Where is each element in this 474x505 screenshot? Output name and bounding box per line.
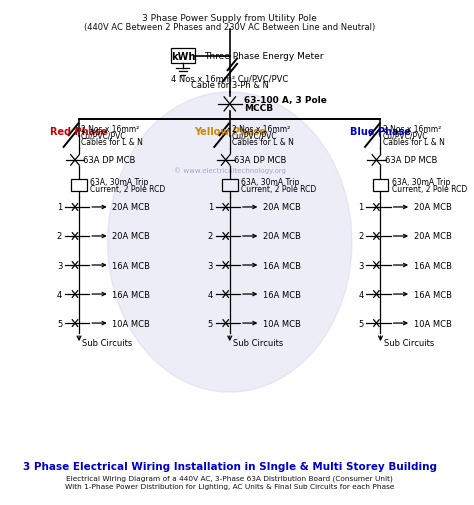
Text: Cable for 3-Ph & N: Cable for 3-Ph & N <box>191 81 269 90</box>
Text: 10A MCB: 10A MCB <box>263 319 301 328</box>
Text: 1: 1 <box>358 203 364 212</box>
Text: 1: 1 <box>208 203 213 212</box>
Text: Cu/PVC/PVC: Cu/PVC/PVC <box>383 132 428 140</box>
Text: 20A MCB: 20A MCB <box>112 203 150 212</box>
Text: 16A MCB: 16A MCB <box>414 290 452 299</box>
Text: 2 Nos x 16mm²: 2 Nos x 16mm² <box>383 125 441 134</box>
Text: 4 Nos x 16mm² Cu/PVC/PVC: 4 Nos x 16mm² Cu/PVC/PVC <box>171 74 288 83</box>
Text: Sub Circuits: Sub Circuits <box>82 338 133 347</box>
Text: Cu/PVC/PVC: Cu/PVC/PVC <box>232 132 277 140</box>
Text: 10A MCB: 10A MCB <box>414 319 452 328</box>
Text: MCCB: MCCB <box>244 104 273 113</box>
Text: 16A MCB: 16A MCB <box>263 261 301 270</box>
Text: 63A, 30mA Trip: 63A, 30mA Trip <box>241 178 300 186</box>
Text: Current, 2 Pole RCD: Current, 2 Pole RCD <box>392 185 467 193</box>
Text: Electrical Wiring Diagram of a 440V AC, 3-Phase 63A Distribution Board (Consumer: Electrical Wiring Diagram of a 440V AC, … <box>66 475 393 481</box>
Text: 63A DP MCB: 63A DP MCB <box>234 156 286 165</box>
Text: 20A MCB: 20A MCB <box>414 203 452 212</box>
Text: 16A MCB: 16A MCB <box>263 290 301 299</box>
Text: Red Phase: Red Phase <box>50 127 108 137</box>
Text: 3: 3 <box>208 261 213 270</box>
Bar <box>71 180 87 191</box>
Text: 2: 2 <box>358 232 364 241</box>
Text: Current, 2 Pole RCD: Current, 2 Pole RCD <box>241 185 317 193</box>
Text: kWh: kWh <box>171 52 195 62</box>
Text: 63A DP MCB: 63A DP MCB <box>384 156 437 165</box>
Text: Cables for L & N: Cables for L & N <box>81 138 143 147</box>
Text: 2 Nos x 16mm²: 2 Nos x 16mm² <box>81 125 139 134</box>
Text: 20A MCB: 20A MCB <box>414 232 452 241</box>
Text: 63-100 A, 3 Pole: 63-100 A, 3 Pole <box>244 96 327 105</box>
Text: 2: 2 <box>208 232 213 241</box>
Text: 20A MCB: 20A MCB <box>263 203 301 212</box>
Text: 20A MCB: 20A MCB <box>263 232 301 241</box>
Text: 5: 5 <box>358 319 364 328</box>
Text: Sub Circuits: Sub Circuits <box>384 338 434 347</box>
Circle shape <box>108 93 352 392</box>
Text: 4: 4 <box>358 290 364 299</box>
Text: (440V AC Between 2 Phases and 230V AC Between Line and Neutral): (440V AC Between 2 Phases and 230V AC Be… <box>84 23 375 32</box>
Text: 63A, 30mA Trip: 63A, 30mA Trip <box>392 178 450 186</box>
Text: 3: 3 <box>57 261 62 270</box>
Text: Cu/PVC/PVC: Cu/PVC/PVC <box>81 132 127 140</box>
Text: 2: 2 <box>57 232 62 241</box>
Text: 1: 1 <box>57 203 62 212</box>
Text: 16A MCB: 16A MCB <box>414 261 452 270</box>
Text: 2 Nos x 16mm²: 2 Nos x 16mm² <box>232 125 290 134</box>
Text: 20A MCB: 20A MCB <box>112 232 150 241</box>
Bar <box>373 180 388 191</box>
Text: 5: 5 <box>57 319 62 328</box>
Text: Current, 2 Pole RCD: Current, 2 Pole RCD <box>91 185 166 193</box>
Text: © www.electricaltechnology.org: © www.electricaltechnology.org <box>174 167 286 173</box>
Bar <box>222 180 237 191</box>
Text: 3: 3 <box>358 261 364 270</box>
Text: 4: 4 <box>57 290 62 299</box>
Text: Blue Phase: Blue Phase <box>350 127 411 137</box>
Text: 16A MCB: 16A MCB <box>112 261 150 270</box>
Text: Sub Circuits: Sub Circuits <box>233 338 283 347</box>
Text: 4: 4 <box>208 290 213 299</box>
Text: Yellow Phase: Yellow Phase <box>194 127 265 137</box>
Text: 3 Phase Electrical Wiring Installation in SIngle & Multi Storey Building: 3 Phase Electrical Wiring Installation i… <box>23 461 437 471</box>
Text: 5: 5 <box>208 319 213 328</box>
Text: With 1-Phase Power Distribution for Lighting, AC Units & Final Sub Circuits for : With 1-Phase Power Distribution for Ligh… <box>65 483 394 489</box>
Text: 63A, 30mA Trip: 63A, 30mA Trip <box>91 178 149 186</box>
Bar <box>171 49 195 64</box>
Text: 63A DP MCB: 63A DP MCB <box>83 156 136 165</box>
Text: 3 Phase Power Supply from Utility Pole: 3 Phase Power Supply from Utility Pole <box>142 14 317 23</box>
Text: Three Phase Energy Meter: Three Phase Energy Meter <box>204 52 324 61</box>
Text: Cables for L & N: Cables for L & N <box>232 138 294 147</box>
Text: 10A MCB: 10A MCB <box>112 319 150 328</box>
Text: 16A MCB: 16A MCB <box>112 290 150 299</box>
Text: Cables for L & N: Cables for L & N <box>383 138 445 147</box>
